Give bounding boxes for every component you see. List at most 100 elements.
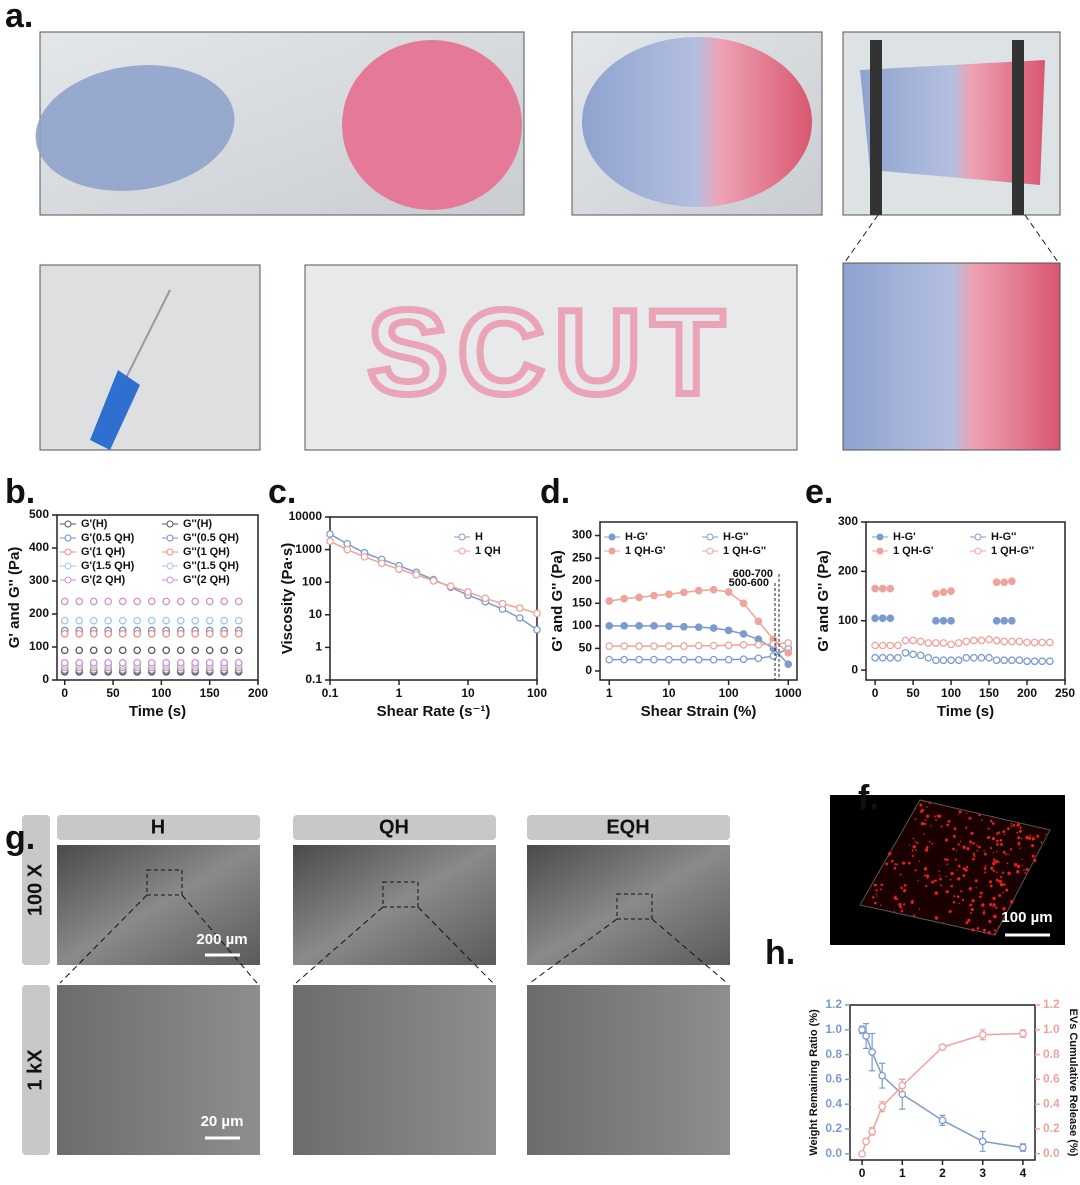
- dot: [872, 896, 875, 899]
- dot: [952, 900, 956, 904]
- data-point: [978, 1137, 987, 1146]
- data-point: [635, 655, 643, 664]
- dot: [983, 867, 987, 870]
- dot: [971, 899, 975, 903]
- dot: [992, 815, 994, 818]
- data-point: [784, 639, 793, 647]
- data-point: [970, 653, 978, 662]
- data-point: [635, 621, 643, 630]
- dot: [1010, 822, 1013, 825]
- x-tick-label: 150: [200, 686, 220, 700]
- data-point: [133, 597, 142, 606]
- dot: [914, 818, 917, 821]
- y-tick-label: 1.0: [825, 1022, 842, 1036]
- y2-tick-label: 0.8: [1043, 1047, 1060, 1061]
- x-tick-label: 10: [662, 686, 676, 700]
- dot: [958, 902, 960, 905]
- dot: [983, 909, 986, 912]
- data-point: [234, 629, 243, 638]
- y-tick-label: 0: [585, 663, 592, 677]
- data-point: [1015, 637, 1024, 646]
- dot: [913, 914, 916, 917]
- dot: [937, 815, 940, 818]
- x-tick-label: 250: [1055, 686, 1075, 700]
- dot: [926, 806, 928, 808]
- data-point: [162, 597, 171, 606]
- dot: [1012, 824, 1016, 827]
- data-point: [220, 658, 229, 667]
- dot: [976, 844, 979, 847]
- dot: [923, 833, 925, 835]
- data-point: [533, 625, 541, 634]
- dot: [996, 839, 999, 843]
- data-point: [605, 621, 614, 630]
- data-point: [650, 642, 658, 650]
- data-point: [694, 586, 703, 595]
- y-tick-label: 200: [572, 573, 592, 587]
- data-point: [878, 614, 887, 623]
- dot: [887, 855, 889, 857]
- data-point: [147, 629, 156, 638]
- dot: [943, 858, 947, 861]
- dot: [930, 825, 932, 827]
- data-point: [104, 646, 113, 655]
- dot: [1018, 844, 1020, 847]
- dot: [939, 875, 941, 877]
- legend-marker: [64, 534, 72, 542]
- sem-image: [293, 845, 496, 965]
- y-tick-label: 0.1: [305, 672, 322, 686]
- dot: [1006, 827, 1010, 831]
- dot: [978, 845, 981, 849]
- legend-marker: [876, 547, 884, 555]
- x-axis-label: Shear Strain (%): [641, 703, 757, 720]
- y-tick-label: 0: [42, 672, 49, 686]
- x-tick-label: 1: [899, 1166, 906, 1180]
- data-point: [1030, 657, 1039, 666]
- dot: [880, 883, 884, 887]
- data-point: [620, 594, 629, 603]
- dot: [950, 884, 954, 888]
- data-point: [515, 614, 524, 622]
- dot: [1005, 853, 1008, 856]
- dot: [1003, 833, 1006, 836]
- dot: [969, 840, 972, 844]
- plot-frame: [865, 521, 1066, 681]
- dot: [995, 906, 998, 909]
- dot: [968, 816, 972, 820]
- dot: [957, 864, 961, 868]
- data-point: [886, 641, 895, 650]
- dot: [940, 884, 943, 887]
- dot: [908, 844, 911, 846]
- x-tick-label: 50: [106, 686, 120, 700]
- data-point: [147, 646, 156, 655]
- legend-label: G''(1.5 QH): [183, 560, 239, 572]
- dot: [938, 870, 941, 873]
- data-point: [620, 621, 629, 630]
- dot: [987, 835, 991, 839]
- legend-label: G'(1.5 QH): [81, 560, 135, 572]
- photo-text: SCUT: [368, 286, 735, 420]
- y-tick-label: 0.4: [825, 1096, 842, 1110]
- dot: [976, 927, 980, 930]
- y-tick-label: 500: [29, 507, 49, 521]
- legend-marker: [166, 520, 174, 528]
- volume: [859, 799, 1051, 936]
- dot: [910, 901, 914, 904]
- dot: [879, 904, 882, 906]
- dot: [965, 826, 968, 829]
- data-point: [909, 636, 917, 645]
- photo: [304, 264, 798, 451]
- dot: [924, 800, 926, 803]
- dot: [893, 897, 896, 900]
- data-point: [878, 641, 887, 650]
- y2-axis-label: EVs Cumulative Release (%): [1067, 1009, 1079, 1157]
- dot: [931, 880, 935, 884]
- data-point: [932, 616, 940, 625]
- panel-label: g.: [5, 819, 35, 857]
- data-point: [878, 653, 887, 662]
- data-point: [724, 655, 733, 664]
- sem-image: [527, 845, 730, 965]
- data-point: [605, 655, 614, 664]
- dot: [1008, 853, 1010, 856]
- dot: [944, 838, 949, 842]
